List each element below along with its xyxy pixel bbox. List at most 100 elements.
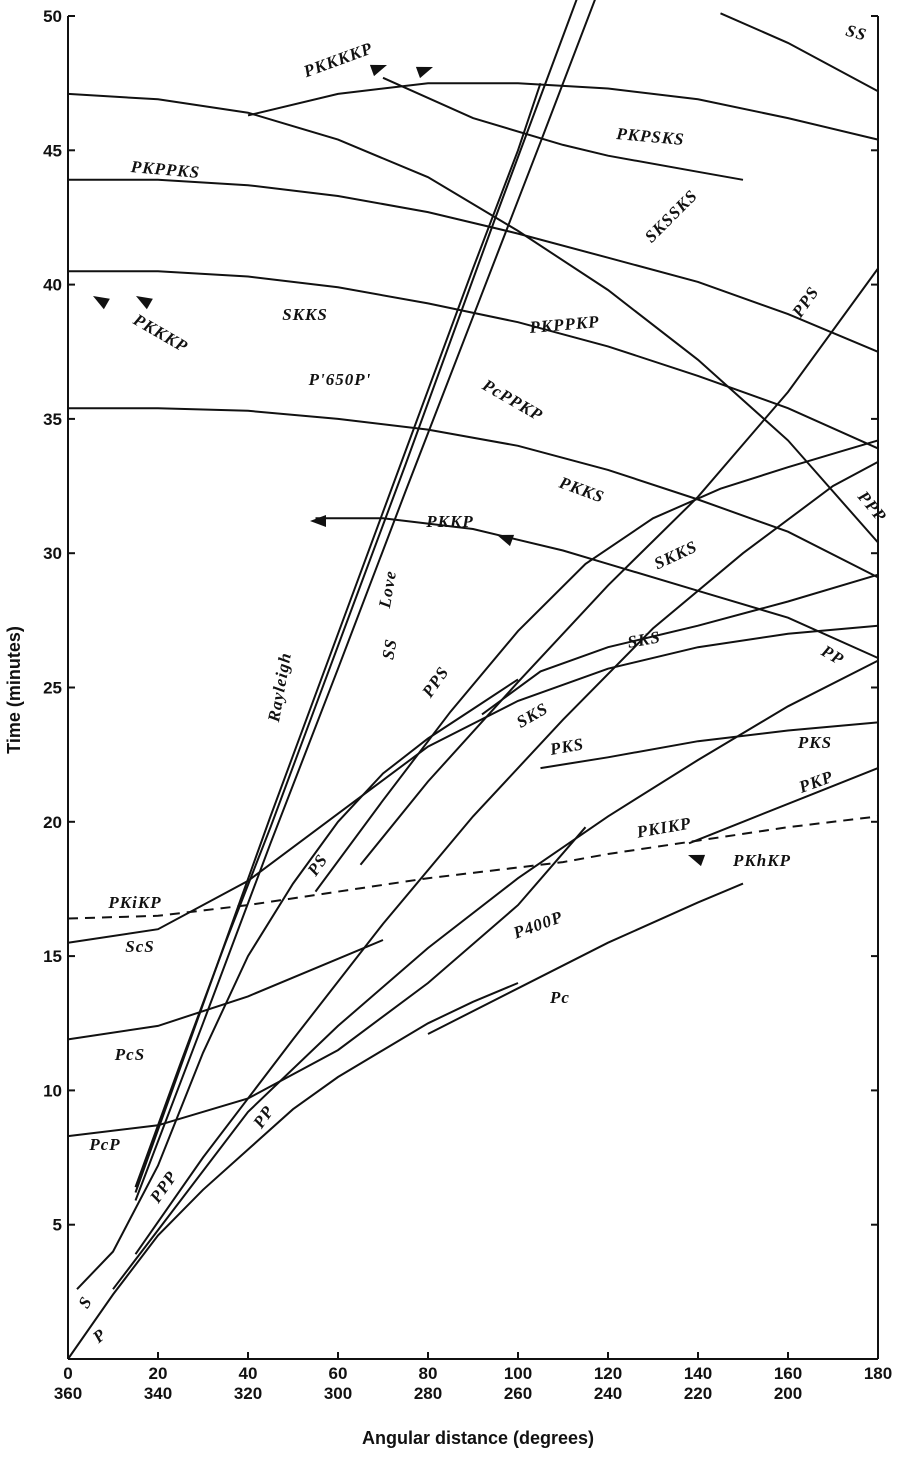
arrow-pkkkkp-2-head bbox=[415, 66, 433, 79]
curve-pcp bbox=[67, 826, 587, 1138]
phase-label: PcPPKP bbox=[478, 375, 546, 425]
phase-label: PKKKKP bbox=[300, 39, 375, 82]
y-tick-label: 30 bbox=[43, 544, 62, 563]
arrow-pkhkp-head bbox=[688, 854, 706, 867]
y-tick-label: 10 bbox=[43, 1081, 62, 1100]
x-tick-label: 40 bbox=[239, 1364, 258, 1383]
y-tick-label: 40 bbox=[43, 276, 62, 295]
phase-label: PPS bbox=[418, 663, 453, 702]
curve-pkks bbox=[68, 407, 879, 579]
y-tick-label: 35 bbox=[43, 410, 62, 429]
y-tick-label: 20 bbox=[43, 813, 62, 832]
x-tick-label-secondary: 260 bbox=[504, 1384, 532, 1403]
curve-s bbox=[76, 678, 519, 1290]
x-tick-label: 180 bbox=[864, 1364, 892, 1383]
arrow-pkkp-2-head bbox=[497, 534, 515, 547]
phase-label: PKKP bbox=[425, 512, 473, 531]
arrow-pkkkp-2 bbox=[136, 296, 153, 310]
x-tick-label-secondary: 240 bbox=[594, 1384, 622, 1403]
x-tick-label: 140 bbox=[684, 1364, 712, 1383]
phase-label: PcP bbox=[88, 1135, 120, 1154]
y-tick-label: 25 bbox=[43, 679, 62, 698]
y-tick-label: 50 bbox=[43, 7, 62, 26]
curve-pks bbox=[540, 721, 879, 770]
arrow-pkkkkp bbox=[369, 64, 387, 77]
curve-ps bbox=[314, 439, 879, 893]
phase-label: SKKS bbox=[282, 305, 328, 324]
axes: 5101520253035404550036020340403206030080… bbox=[43, 7, 892, 1403]
arrow-pkkkkp-head bbox=[369, 64, 387, 77]
y-tick-label: 5 bbox=[53, 1216, 62, 1235]
curve-pkppkp bbox=[68, 270, 879, 450]
phase-label: PKKS bbox=[556, 473, 607, 507]
phase-label: Pc bbox=[549, 988, 570, 1007]
phase-label: SKS bbox=[626, 627, 662, 651]
curve-pkpsks bbox=[382, 76, 744, 181]
curve-labels: PSPPPPPPcPPcSScSRayleighSSLovePSPPSSKSPK… bbox=[74, 21, 890, 1348]
arrow-pkkp bbox=[310, 515, 326, 527]
arrow-pkkkkp-2 bbox=[415, 66, 433, 79]
phase-label: ScS bbox=[125, 937, 154, 956]
arrow-pkkkp-head bbox=[93, 296, 110, 310]
x-axis-title: Angular distance (degrees) bbox=[362, 1428, 594, 1448]
y-tick-label: 45 bbox=[43, 141, 62, 160]
arrow-pkkkp bbox=[93, 296, 110, 310]
arrow-pkkp-head bbox=[310, 515, 326, 527]
curve-pkkkp bbox=[247, 82, 879, 141]
phase-label: PcS bbox=[114, 1045, 145, 1064]
curve-p bbox=[67, 982, 519, 1360]
phase-label: Love bbox=[375, 569, 400, 611]
phase-label: SKKS bbox=[651, 537, 700, 573]
x-tick-label: 80 bbox=[419, 1364, 438, 1383]
curve-scs bbox=[67, 624, 879, 944]
phase-label: P'650P' bbox=[308, 370, 372, 389]
curve-rayleigh bbox=[134, 82, 542, 1193]
curves bbox=[67, 0, 879, 1360]
curve-ss bbox=[134, 0, 578, 1188]
phase-label: PKPPKS bbox=[129, 157, 201, 182]
curve-love bbox=[134, 0, 596, 1201]
arrow-pkhkp bbox=[688, 854, 706, 867]
phase-label: PKIKP bbox=[634, 813, 693, 841]
phase-label: PKS bbox=[797, 733, 832, 752]
x-tick-label-secondary: 200 bbox=[774, 1384, 802, 1403]
phase-label: PKKKP bbox=[129, 310, 191, 357]
x-tick-label-secondary: 220 bbox=[684, 1384, 712, 1403]
x-tick-label: 160 bbox=[774, 1364, 802, 1383]
y-tick-label: 15 bbox=[43, 947, 62, 966]
curve-pkkp bbox=[315, 517, 879, 659]
x-tick-label: 100 bbox=[504, 1364, 532, 1383]
phase-label: PPP bbox=[145, 1167, 181, 1207]
curve-pps bbox=[359, 267, 879, 866]
curve-pkppks bbox=[68, 178, 879, 353]
x-tick-label: 60 bbox=[329, 1364, 348, 1383]
x-tick-label: 120 bbox=[594, 1364, 622, 1383]
phase-label: SKSSKS bbox=[641, 186, 701, 246]
phase-label: PKPSKS bbox=[615, 124, 686, 149]
curve-pp bbox=[112, 659, 879, 1290]
phase-label: S bbox=[74, 1293, 96, 1312]
phase-label: SKS bbox=[513, 699, 551, 732]
x-tick-label-secondary: 340 bbox=[144, 1384, 172, 1403]
phase-label: Rayleigh bbox=[264, 651, 295, 725]
x-tick-label: 0 bbox=[63, 1364, 72, 1383]
x-tick-label-secondary: 280 bbox=[414, 1384, 442, 1403]
x-tick-label-secondary: 360 bbox=[54, 1384, 82, 1403]
x-tick-label-secondary: 320 bbox=[234, 1384, 262, 1403]
x-tick-label-secondary: 300 bbox=[324, 1384, 352, 1403]
curve-pcs bbox=[67, 939, 384, 1041]
x-tick-label: 20 bbox=[149, 1364, 168, 1383]
curve-skks bbox=[67, 92, 879, 544]
curve-sks bbox=[481, 573, 879, 716]
arrow-pkkkp-2-head bbox=[136, 296, 153, 310]
phase-label: P400P bbox=[510, 907, 566, 943]
phase-label: PKiKP bbox=[107, 893, 161, 912]
curve-pkikp bbox=[67, 815, 879, 920]
curve-pkp bbox=[688, 767, 879, 845]
phase-label: PKPPKP bbox=[528, 312, 601, 337]
phase-label: P bbox=[88, 1325, 110, 1348]
y-axis-title: Time (minutes) bbox=[4, 626, 24, 754]
curve-pc bbox=[427, 882, 744, 1035]
curve-ss-late- bbox=[720, 12, 879, 93]
phase-label: PP bbox=[817, 641, 847, 669]
